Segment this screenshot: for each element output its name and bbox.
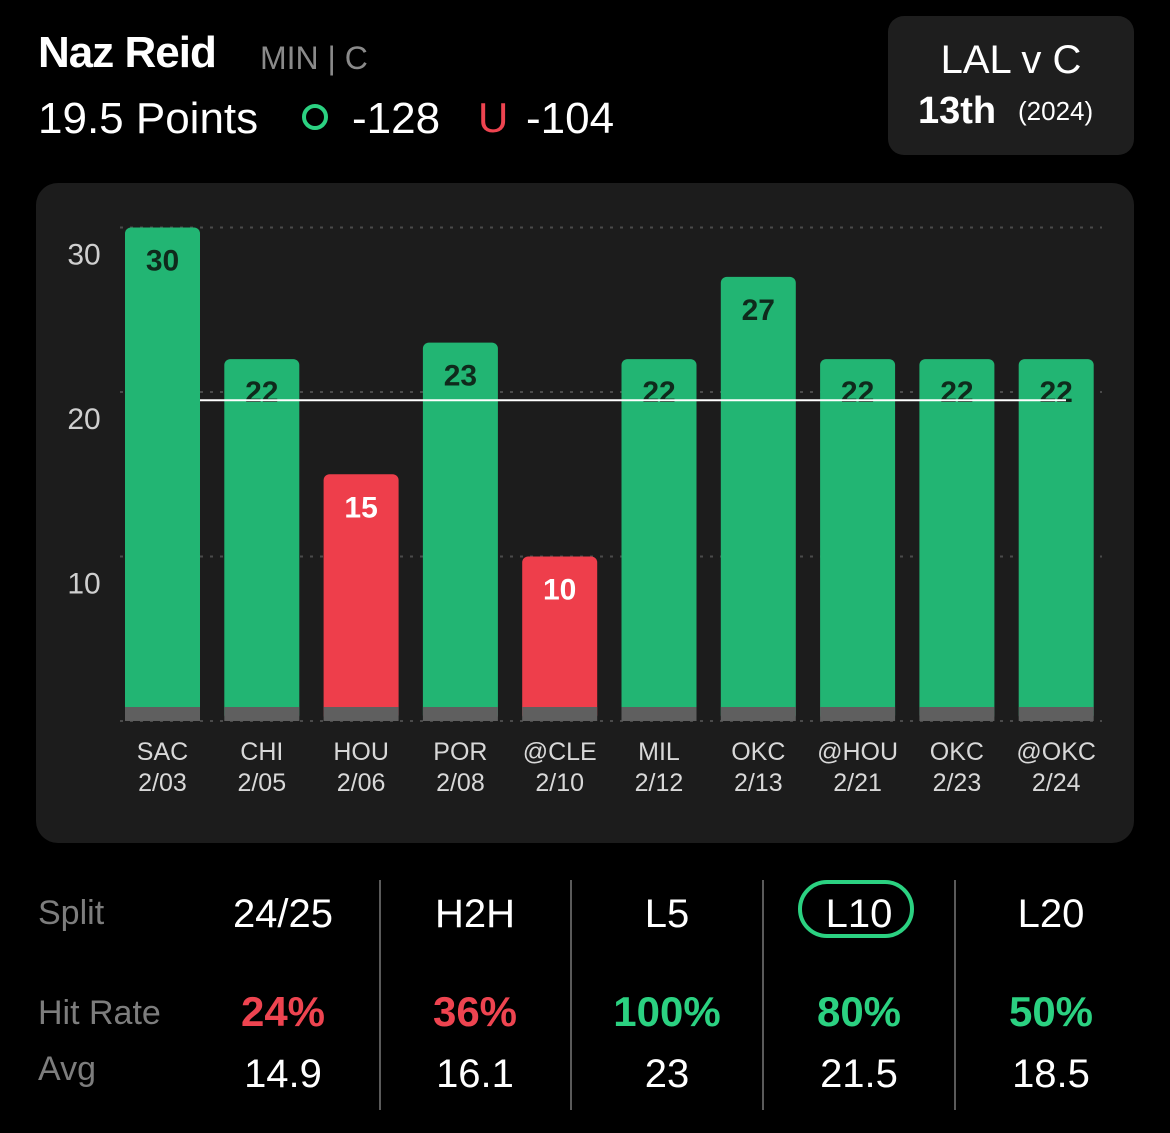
hit-rate-value: 24%: [240, 988, 326, 1035]
x-tick-date-label: 2/10: [535, 769, 584, 797]
bar-base: [1018, 707, 1094, 721]
split-tab-h2h[interactable]: H2H: [434, 892, 516, 936]
points-bar-chart: 10 20 30 30 SAC 2/03 22 CHI 2/05 15 HOU 2/06 23 POR 2/…: [67, 226, 1102, 797]
x-tick-label: HOU: [333, 738, 389, 766]
selected-split-indicator: [798, 880, 914, 938]
bar-value-label: 22: [940, 376, 973, 409]
hit-rate-value: 50%: [1008, 988, 1094, 1035]
bar: [224, 359, 300, 721]
avg-row-label: Avg: [38, 1050, 96, 1088]
bar-base: [522, 707, 598, 721]
over-circle-icon: [302, 104, 328, 130]
x-tick-date-label: 2/06: [337, 769, 386, 797]
x-tick-date-label: 2/13: [734, 769, 783, 797]
under-u-icon: U: [478, 94, 509, 141]
bar: [820, 359, 896, 721]
x-tick-label: OKC: [731, 738, 785, 766]
x-tick-label: CHI: [240, 738, 283, 766]
x-tick-date-label: 2/23: [933, 769, 982, 797]
bar: [125, 227, 200, 721]
avg-value: 23: [644, 1052, 690, 1096]
x-tick-label: SAC: [137, 738, 188, 766]
bar-value-label: 30: [146, 245, 179, 278]
bar: [323, 474, 399, 721]
avg-value: 21.5: [820, 1052, 898, 1096]
split-row-label: Split: [38, 894, 105, 932]
bar-value-label: 10: [543, 574, 576, 607]
prop-line: 19.5 Points: [38, 94, 259, 143]
y-tick-label: 20: [67, 403, 100, 436]
over-odds[interactable]: -128: [352, 94, 441, 143]
x-tick-label: OKC: [930, 738, 984, 766]
bar-base: [621, 707, 697, 721]
x-tick-label: @OKC: [1016, 738, 1096, 766]
x-tick-label: @HOU: [817, 738, 898, 766]
column-divider: [762, 880, 764, 1110]
bar: [1018, 359, 1094, 721]
bar-base: [323, 707, 399, 721]
bar: [621, 359, 697, 721]
matchup-title: LAL v C: [940, 38, 1082, 82]
bar-base: [820, 707, 896, 721]
hit-rate-value: 100%: [613, 988, 721, 1035]
bar-value-label: 15: [344, 491, 377, 524]
under-odds[interactable]: -104: [526, 94, 615, 143]
player-name: Naz Reid: [38, 28, 217, 77]
hit-rate-value: 80%: [816, 988, 902, 1035]
bar-value-label: 22: [1040, 376, 1073, 409]
x-tick-date-label: 2/21: [833, 769, 882, 797]
bar-base: [720, 707, 796, 721]
bar-value-label: 22: [245, 376, 278, 409]
player-team-position: MIN | C: [260, 40, 368, 76]
bar: [720, 276, 796, 721]
hit-rate-value: 36%: [432, 988, 518, 1035]
column-divider: [379, 880, 381, 1110]
split-tab-l20[interactable]: L20: [1017, 892, 1085, 936]
hit-rate-row-label: Hit Rate: [38, 994, 161, 1032]
bar-base: [422, 707, 498, 721]
matchup-year: (2024): [1018, 96, 1094, 126]
bar-value-label: 22: [642, 376, 675, 409]
chart-panel: 10 20 30 30 SAC 2/03 22 CHI 2/05 15 HOU 2/06 23 POR 2/…: [36, 183, 1134, 843]
bar-base: [224, 707, 300, 721]
bar-value-label: 27: [742, 294, 775, 327]
split-tab-l10[interactable]: L10: [825, 892, 893, 936]
x-tick-date-label: 2/05: [237, 769, 286, 797]
column-divider: [570, 880, 572, 1110]
y-tick-label: 30: [67, 239, 100, 272]
matchup-card[interactable]: LAL v C 13th (2024): [888, 16, 1134, 155]
y-tick-label: 10: [67, 568, 100, 601]
x-tick-date-label: 2/08: [436, 769, 485, 797]
avg-value: 14.9: [244, 1052, 322, 1096]
bar-value-label: 22: [841, 376, 874, 409]
x-tick-date-label: 2/24: [1032, 769, 1081, 797]
split-tab-l5[interactable]: L5: [644, 892, 690, 936]
x-tick-label: POR: [433, 738, 487, 766]
column-divider: [954, 880, 956, 1110]
avg-value: 16.1: [436, 1052, 514, 1096]
avg-value: 18.5: [1012, 1052, 1090, 1096]
x-tick-date-label: 2/03: [138, 769, 187, 797]
bar-value-label: 23: [444, 360, 477, 393]
bar: [522, 556, 598, 721]
x-tick-date-label: 2/12: [635, 769, 684, 797]
x-tick-label: MIL: [638, 738, 680, 766]
bar: [919, 359, 995, 721]
x-tick-label: @CLE: [523, 738, 597, 766]
split-tab-24-25[interactable]: 24/25: [232, 892, 334, 936]
bar-base: [919, 707, 995, 721]
matchup-rank: 13th: [918, 90, 997, 132]
bar: [422, 342, 498, 721]
bar-base: [125, 707, 200, 721]
